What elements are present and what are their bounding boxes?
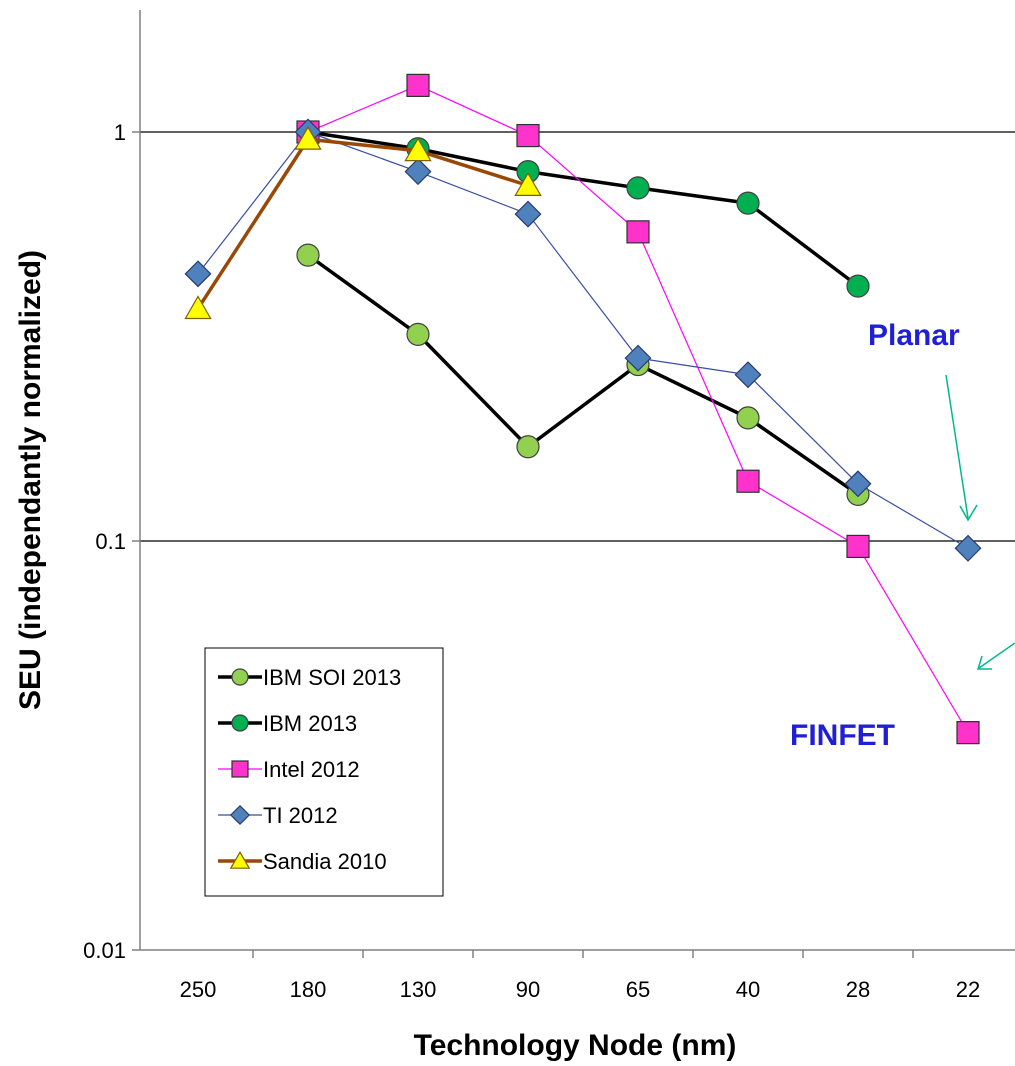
legend-entry: Sandia 2010 — [218, 849, 387, 874]
series-line — [307, 130, 860, 288]
data-point — [184, 260, 212, 288]
data-point — [294, 125, 322, 150]
y-ticks: 0.01 0.1 1 — [83, 120, 140, 963]
data-point — [626, 176, 650, 200]
legend-label: IBM SOI 2013 — [263, 665, 401, 690]
data-point — [406, 322, 430, 346]
legend-entry: Intel 2012 — [218, 757, 360, 782]
y-tick-label: 0.01 — [83, 938, 126, 963]
series-line — [306, 253, 859, 496]
y-axis-title: SEU (independantly normalized) — [14, 250, 47, 710]
legend-label: Sandia 2010 — [263, 849, 387, 874]
data-point — [296, 243, 320, 267]
data-point — [626, 220, 650, 244]
legend-label: Intel 2012 — [263, 757, 360, 782]
data-point — [624, 344, 652, 372]
x-tick-label: 28 — [846, 977, 870, 1002]
x-ticks: 250 180 130 90 65 40 28 22 — [180, 950, 980, 1002]
data-point — [956, 721, 980, 745]
series-ti-2012 — [184, 118, 982, 562]
annotation-finfet-arrow — [978, 642, 1015, 669]
series-layer — [184, 73, 982, 745]
data-point — [846, 274, 870, 298]
data-point — [514, 172, 542, 196]
data-point — [404, 137, 432, 162]
data-point — [846, 534, 870, 559]
legend: IBM SOI 2013 IBM 2013 Intel 2012 TI 2012 San… — [204, 647, 444, 897]
y-tick-label: 1 — [114, 120, 126, 145]
legend-entry: IBM SOI 2013 — [218, 665, 401, 690]
data-point — [734, 361, 762, 389]
data-point — [844, 470, 872, 498]
legend-label: TI 2012 — [263, 803, 338, 828]
x-tick-label: 90 — [516, 977, 540, 1002]
legend-entry: IBM 2013 — [218, 711, 357, 736]
x-axis-title: Technology Node (nm) — [414, 1029, 737, 1062]
data-point — [229, 804, 251, 826]
x-tick-label: 250 — [180, 977, 217, 1002]
data-point — [231, 760, 249, 778]
series-sandia-2010 — [184, 125, 542, 320]
data-point — [516, 435, 540, 459]
legend-entry: TI 2012 — [218, 803, 338, 828]
annotation-planar-arrow — [945, 374, 969, 519]
annotation-finfet: FINFET — [790, 719, 895, 752]
data-point — [229, 850, 251, 869]
x-tick-label: 22 — [956, 977, 980, 1002]
data-point — [231, 668, 249, 686]
data-point — [514, 200, 542, 228]
series-line — [197, 131, 969, 549]
annotation-finfet-arrowhead — [976, 655, 992, 670]
data-point — [404, 158, 432, 186]
x-tick-label: 180 — [290, 977, 327, 1002]
annotation-planar: Planar — [868, 319, 960, 352]
data-point — [736, 191, 760, 215]
x-tick-label: 40 — [736, 977, 760, 1002]
annotation-planar-arrowhead — [959, 504, 978, 522]
x-tick-label: 65 — [626, 977, 650, 1002]
series-line — [196, 137, 529, 310]
data-point — [516, 123, 540, 148]
data-point — [406, 73, 430, 97]
data-point — [736, 406, 760, 430]
legend-label: IBM 2013 — [263, 711, 357, 736]
y-tick-label: 0.1 — [95, 529, 126, 554]
data-point — [231, 714, 249, 732]
x-tick-label: 130 — [400, 977, 437, 1002]
data-point — [184, 295, 212, 320]
data-point — [736, 469, 760, 493]
data-point — [954, 534, 982, 562]
